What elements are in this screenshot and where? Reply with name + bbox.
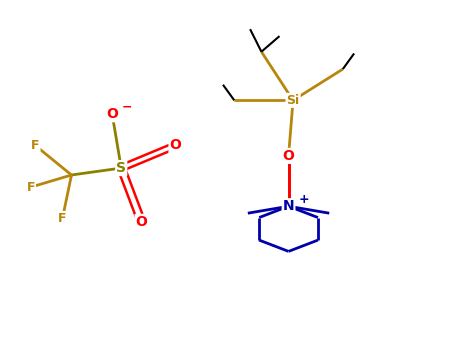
Text: O: O: [170, 139, 182, 153]
Text: F: F: [31, 139, 40, 152]
Text: O: O: [136, 215, 147, 229]
Text: F: F: [58, 212, 67, 225]
Text: F: F: [26, 181, 35, 194]
Text: O: O: [283, 149, 294, 163]
Text: O: O: [106, 107, 118, 121]
Text: +: +: [298, 193, 309, 206]
Text: −: −: [122, 101, 132, 114]
Text: N: N: [283, 199, 294, 213]
Text: S: S: [116, 161, 126, 175]
Text: Si: Si: [287, 94, 300, 107]
